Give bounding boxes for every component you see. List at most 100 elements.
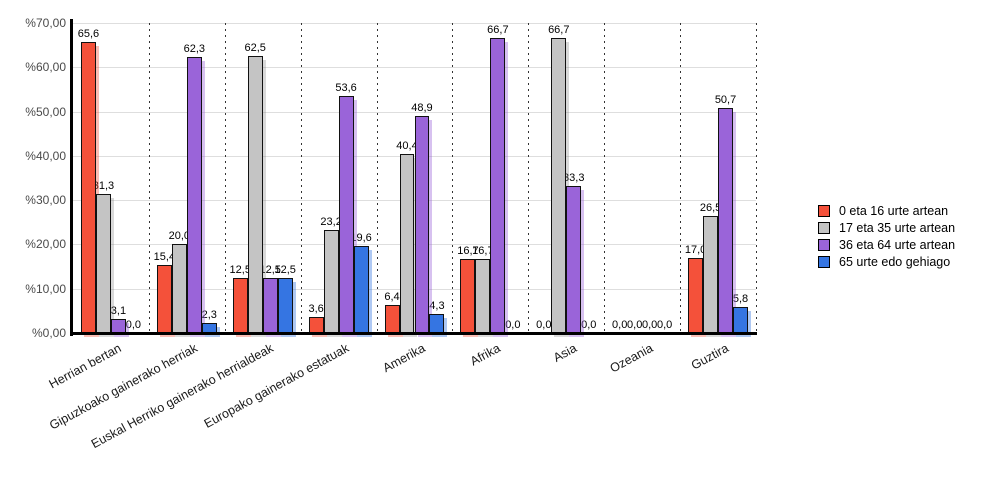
bar-value-label: 3,6: [308, 303, 324, 316]
bar: [399, 154, 415, 333]
bar-value-label: 12,5: [229, 263, 251, 276]
bar: [384, 304, 400, 333]
category-separator: [680, 23, 682, 333]
category-label: Asia: [550, 341, 579, 365]
bar: [475, 259, 491, 333]
bar-value-label: 3,1: [110, 305, 127, 318]
gridline: [73, 23, 756, 24]
category-separator: [224, 23, 226, 333]
y-tick-label: %50,00: [25, 104, 66, 119]
category-separator: [376, 23, 378, 333]
bar-value-label: 19,6: [350, 232, 372, 245]
category-separator: [148, 23, 150, 333]
bar: [338, 95, 354, 333]
bar-value-label: 65,6: [77, 28, 100, 41]
bar: [703, 215, 719, 333]
bar-value-label: 5,8: [732, 293, 749, 306]
bar: [81, 42, 96, 333]
bar: [429, 313, 445, 333]
bar: [95, 194, 111, 333]
category-label: Europako gainerako estatuak: [201, 341, 352, 431]
category-separator: [452, 23, 454, 333]
bar: [186, 57, 202, 333]
bar: [353, 246, 369, 333]
bar-value-label: 0,0: [581, 319, 597, 331]
bar: [277, 277, 293, 333]
legend-swatch: [818, 204, 830, 217]
legend-label: 36 eta 64 urte artean: [839, 237, 956, 252]
bar: [551, 37, 567, 333]
gridline: [73, 111, 756, 113]
bar-value-label: 0,0: [536, 319, 552, 331]
bar-value-label: 0,0: [612, 319, 628, 331]
bar: [156, 264, 172, 333]
category-label: Guztira: [688, 341, 731, 373]
bar: [688, 257, 704, 333]
y-tick-label: %30,00: [25, 193, 66, 208]
y-axis-line: [70, 19, 73, 336]
legend: 0 eta 16 urte artean 17 eta 35 urte artea…: [818, 202, 955, 270]
bar-value-label: 66,7: [487, 23, 509, 36]
legend-item: 0 eta 16 urte artean: [818, 202, 955, 219]
bar-value-label: 23,2: [320, 216, 342, 229]
legend-swatch: [818, 255, 830, 268]
bar-value-label: 0,0: [656, 319, 673, 331]
bar: [718, 108, 734, 333]
bar-value-label: 20,0: [168, 230, 191, 243]
legend-swatch: [818, 221, 830, 234]
bar: [247, 56, 263, 333]
bar-value-label: 66,7: [548, 23, 570, 36]
category-separator: [756, 23, 757, 333]
legend-swatch: [818, 238, 830, 251]
bar-value-label: 16,7: [457, 245, 479, 258]
bar-value-label: 16,7: [472, 245, 494, 258]
category-label: Ozeania: [607, 341, 655, 376]
bar-value-label: 12,5: [259, 263, 281, 276]
gridline: [73, 67, 756, 69]
legend-label: 65 urte edo gehiago: [839, 254, 951, 269]
legend-label: 0 eta 16 urte artean: [839, 203, 949, 218]
bar-value-label: 50,7: [714, 94, 737, 107]
bar-value-label: 53,6: [335, 81, 357, 94]
bar-value-label: 0,0: [627, 319, 643, 331]
bar: [460, 259, 476, 333]
bar: [262, 277, 278, 333]
bar-value-label: 4,3: [429, 299, 445, 312]
y-tick-label: %70,00: [25, 16, 66, 30]
y-tick-label: %40,00: [25, 148, 66, 163]
bar: [414, 116, 430, 333]
bar-value-label: 62,5: [244, 42, 266, 55]
bar-value-label: 0,0: [641, 319, 658, 331]
bar-value-label: 6,4: [384, 290, 400, 303]
legend-label: 17 eta 35 urte artean: [839, 220, 956, 235]
bar: [308, 317, 324, 333]
bar-value-label: 15,4: [153, 250, 176, 263]
category-label: Amerika: [380, 341, 428, 376]
bar-value-label: 12,5: [274, 263, 296, 276]
legend-item: 65 urte edo gehiago: [818, 253, 955, 270]
bar: [323, 230, 339, 333]
bar: [171, 244, 187, 333]
bar-value-label: 62,3: [183, 43, 206, 56]
category-separator: [528, 23, 530, 333]
bar: [110, 319, 126, 333]
legend-item: 36 eta 64 urte artean: [818, 236, 955, 253]
bar: [733, 307, 748, 333]
category-label: Afrika: [468, 341, 504, 369]
y-tick-label: %60,00: [25, 60, 66, 75]
bar: [232, 277, 248, 333]
bar-value-label: 33,3: [563, 171, 585, 184]
y-tick-label: %0,00: [31, 326, 66, 340]
bar-value-label: 26,5: [699, 201, 722, 214]
bar-value-label: 40,4: [396, 140, 418, 153]
bar-value-label: 0,0: [505, 319, 521, 331]
bar-value-label: 31,3: [92, 180, 115, 193]
y-tick-label: %10,00: [25, 281, 66, 296]
y-tick-label: %20,00: [25, 237, 66, 252]
bar-value-label: 48,9: [411, 102, 433, 115]
category-separator: [300, 23, 302, 333]
bar-value-label: 2,3: [201, 308, 217, 321]
x-axis-line: [70, 332, 757, 335]
bar: [566, 185, 582, 333]
